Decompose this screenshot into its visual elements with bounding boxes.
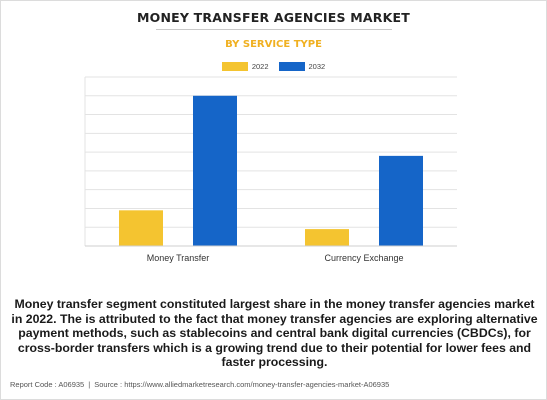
chart-legend: 2022 2032 xyxy=(1,62,546,71)
legend-item-2022: 2022 xyxy=(221,62,269,71)
chart-description: Money transfer segment constituted large… xyxy=(11,297,538,369)
legend-swatch-2022 xyxy=(221,62,248,71)
title-divider xyxy=(156,29,392,30)
chart-title: MONEY TRANSFER AGENCIES MARKET xyxy=(137,10,410,25)
bar-2022-money-transfer xyxy=(119,210,163,246)
legend-item-2032: 2032 xyxy=(278,62,326,71)
x-tick-label: Currency Exchange xyxy=(324,253,403,263)
legend-swatch-2032 xyxy=(278,62,305,71)
legend-label-2022: 2022 xyxy=(251,62,269,71)
bar-chart: Money Transfer Currency Exchange xyxy=(84,76,457,263)
x-tick-label: Money Transfer xyxy=(147,253,210,263)
bar-2022-currency-exchange xyxy=(305,229,349,246)
bar-2032-money-transfer xyxy=(193,95,237,247)
bar-2032-currency-exchange xyxy=(379,155,423,246)
legend-label-2032: 2032 xyxy=(308,62,326,71)
x-axis: Money Transfer Currency Exchange xyxy=(85,245,457,263)
report-code: Report Code : A06935 xyxy=(10,380,85,389)
source-link[interactable]: Source : https://www.alliedmarketresearc… xyxy=(94,380,390,389)
chart-subtitle: BY SERVICE TYPE xyxy=(225,39,322,50)
footer: Report Code : A06935 | Source : https://ww… xyxy=(10,380,389,389)
bars xyxy=(119,95,423,247)
footer-separator: | xyxy=(88,380,91,389)
